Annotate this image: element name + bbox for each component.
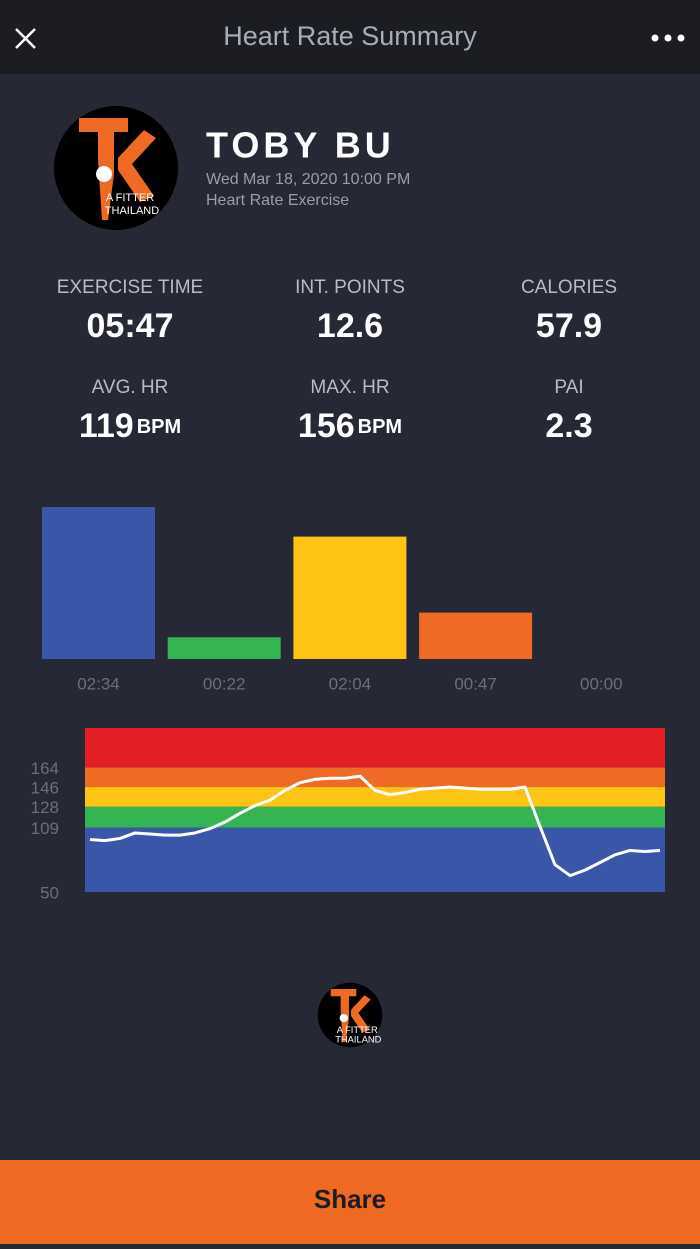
logo-text: THAILAND (105, 205, 159, 217)
stat-value: 57.9 (536, 307, 602, 345)
footer-logo: A FITTER THAILAND (317, 982, 383, 1048)
zone-time: 02:34 (77, 674, 120, 693)
stat-value: 05:47 (87, 307, 174, 345)
share-label[interactable]: Share (314, 1184, 386, 1214)
zone-bar-chart: 02:34 00:22 02:04 00:47 00:00 (42, 507, 623, 693)
zone-bar (167, 637, 281, 659)
activity: Heart Rate Exercise (206, 192, 349, 209)
y-tick-label: 128 (31, 798, 59, 817)
zone-bar (42, 507, 155, 659)
top-bar (0, 0, 700, 74)
stat-unit: BPM (358, 416, 402, 438)
zone-time: 00:22 (203, 674, 246, 693)
date-time: Wed Mar 18, 2020 10:00 PM (206, 171, 410, 188)
zone-bar (419, 612, 533, 659)
logo-text: A FITTER (337, 1025, 378, 1035)
zone-band (85, 806, 665, 828)
page-title: Heart Rate Summary (223, 21, 477, 51)
y-tick-label: 164 (31, 759, 59, 778)
user-name: TOBY BU (206, 125, 395, 166)
zone-band (85, 787, 665, 807)
stat-value: 119 BPM (79, 407, 181, 445)
y-tick-label: 50 (40, 883, 59, 902)
zone-band (85, 767, 665, 788)
logo-text: A FITTER (106, 192, 154, 204)
zone-time: 02:04 (329, 674, 372, 693)
zone-bar (293, 536, 407, 659)
heart-rate-line (89, 774, 661, 878)
close-button[interactable] (15, 28, 36, 49)
stat-label: MAX. HR (310, 377, 389, 398)
zone-time: 00:00 (580, 674, 623, 693)
stat-value: 2.3 (545, 407, 592, 445)
stat-label: CALORIES (521, 277, 617, 298)
stat-number: 119 (79, 407, 134, 445)
stats: EXERCISE TIME 05:47 INT. POINTS 12.6 CALORIE… (57, 277, 617, 445)
stat-label: AVG. HR (92, 377, 169, 398)
share-button[interactable]: Share (0, 1160, 700, 1244)
y-tick-label: 109 (31, 819, 59, 838)
stat-value: 12.6 (317, 307, 383, 345)
stat-label: PAI (554, 377, 583, 398)
stat-unit: BPM (137, 416, 181, 438)
stat-label: EXERCISE TIME (57, 277, 203, 298)
stat-number: 57.9 (536, 307, 602, 345)
stat-number: 2.3 (545, 407, 592, 445)
y-tick-label: 146 (31, 779, 59, 798)
stat-value: 156 BPM (298, 407, 402, 445)
zone-time: 00:47 (454, 674, 497, 693)
stat-label: INT. POINTS (295, 277, 405, 298)
zone-band (85, 827, 665, 892)
zone-band (85, 728, 665, 768)
stat-number: 156 (298, 407, 355, 445)
more-button[interactable] (651, 34, 685, 42)
logo-text: THAILAND (335, 1034, 381, 1044)
stat-number: 05:47 (87, 307, 174, 345)
stat-number: 12.6 (317, 307, 383, 345)
avatar-logo: A FITTER THAILAND (54, 106, 178, 230)
